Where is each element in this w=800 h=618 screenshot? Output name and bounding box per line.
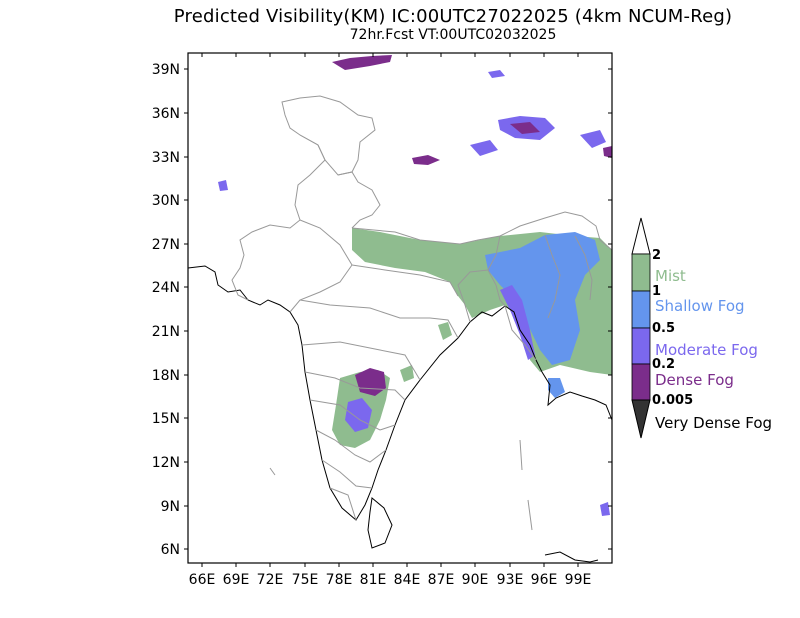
dense-fog-area: [603, 146, 612, 158]
moderate-fog-area: [488, 70, 505, 78]
moderate-fog-area: [218, 180, 228, 191]
lat-tick-label: 6N: [161, 542, 180, 558]
lon-tick-label: 69E: [223, 572, 250, 588]
lat-tick-label: 30N: [152, 193, 180, 209]
lat-tick-label: 36N: [152, 106, 180, 122]
legend-label-moderate-fog: Moderate Fog: [655, 341, 758, 359]
dense-fog-area: [412, 155, 440, 165]
state-boundaries: [231, 95, 613, 531]
lat-tick-label: 15N: [152, 411, 180, 427]
legend-boundary-label: 1: [652, 284, 661, 299]
legend-top-arrow: [631, 217, 651, 255]
legend-boundary-label: 0.2: [652, 357, 675, 372]
lat-axis: [184, 68, 612, 550]
legend-swatch-mist: [631, 253, 651, 292]
legend: 2 1 0.5 0.2 0.005 Mist Shallow Fog Moder…: [631, 217, 772, 439]
moderate-fog-area: [470, 140, 498, 156]
lon-tick-label: 75E: [292, 572, 319, 588]
fog-fields: [218, 55, 612, 516]
lon-tick-label: 87E: [428, 572, 455, 588]
mist-area: [438, 322, 452, 340]
legend-boundary-label: 0.005: [652, 393, 693, 408]
shallow-fog-area: [548, 378, 565, 398]
lon-tick-label: 84E: [394, 572, 421, 588]
legend-boundary-label: 2: [652, 248, 661, 263]
mist-area: [400, 365, 414, 382]
legend-boundary-label: 0.5: [652, 321, 675, 336]
lat-tick-label: 9N: [161, 499, 180, 515]
lat-tick-label: 39N: [152, 62, 180, 78]
plot-frame: [187, 52, 613, 564]
moderate-fog-area: [600, 502, 610, 516]
legend-swatch-dense-fog: [631, 363, 651, 401]
legend-label-shallow-fog: Shallow Fog: [655, 297, 745, 315]
lon-tick-label: 93E: [497, 572, 524, 588]
lat-tick-label: 24N: [152, 280, 180, 296]
lon-axis: [201, 53, 579, 567]
moderate-fog-area: [345, 398, 372, 432]
map-title: Predicted Visibility(KM) IC:00UTC2702202…: [173, 6, 733, 27]
shallow-fog-area: [485, 232, 600, 365]
legend-swatch-moderate-fog: [631, 327, 651, 365]
legend-label-very-dense-fog: Very Dense Fog: [655, 414, 772, 432]
lon-tick-label: 99E: [565, 572, 592, 588]
lon-tick-label: 81E: [360, 572, 387, 588]
lon-tick-label: 72E: [257, 572, 284, 588]
moderate-fog-area: [580, 130, 606, 148]
lat-tick-label: 18N: [152, 368, 180, 384]
lat-tick-label: 33N: [152, 150, 180, 166]
coastlines: [187, 265, 613, 563]
lat-labels: 39N 36N 33N 30N 27N 24N 21N 18N 15N 12N …: [152, 62, 180, 558]
dense-fog-area: [332, 55, 392, 70]
lon-tick-label: 78E: [326, 572, 353, 588]
lon-labels: 66E 69E 72E 75E 78E 81E 84E 87E 90E 93E …: [189, 572, 592, 588]
lon-tick-label: 90E: [462, 572, 489, 588]
dense-fog-area: [510, 122, 540, 134]
lat-tick-label: 21N: [152, 324, 180, 340]
map-subtitle: 72hr.Fcst VT:00UTC02032025: [349, 27, 557, 43]
lat-tick-label: 12N: [152, 455, 180, 471]
legend-label-dense-fog: Dense Fog: [655, 371, 734, 389]
lon-tick-label: 96E: [531, 572, 558, 588]
legend-label-mist: Mist: [655, 267, 686, 285]
lon-tick-label: 66E: [189, 572, 216, 588]
legend-bottom-arrow: [631, 399, 651, 439]
lat-tick-label: 27N: [152, 237, 180, 253]
legend-swatch-shallow-fog: [631, 290, 651, 329]
